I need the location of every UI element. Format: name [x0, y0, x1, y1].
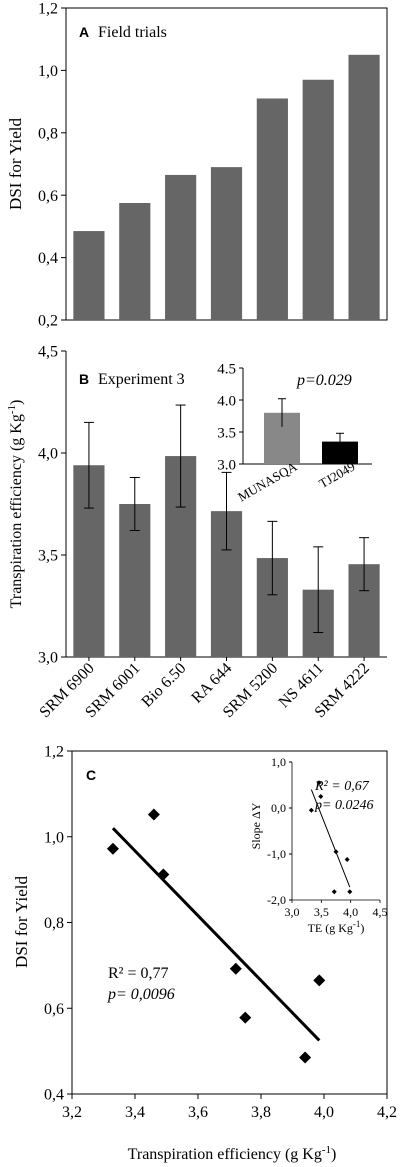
panel-c-x-tick-label: 3,8 [251, 1104, 271, 1121]
panel-c-point [299, 1051, 312, 1064]
panel-c-x-label: Transpiration efficiency (g Kg-1) [128, 1144, 337, 1163]
panel-c-inset-point [331, 889, 337, 895]
panel-c-letter: C [86, 767, 96, 783]
panel-a-title: Field trials [98, 24, 167, 41]
panel-c-point [239, 1011, 252, 1024]
panel-c-inset-y-axis: -2,0 -1,0 0,0 1,0 [267, 755, 292, 907]
panel-a-y-tick-label: 0,8 [38, 125, 58, 142]
panel-c-x-tick-label: 4,0 [314, 1104, 334, 1121]
panel-c-point [229, 962, 242, 975]
panel-a-bar [210, 167, 243, 320]
panel-c: 0,4 0,6 0,8 1,0 1,2 3,2 3,4 3,6 3,8 4,0 4,2 C R² … [12, 744, 397, 1163]
panel-c-p-value: p= 0,0096 [107, 986, 175, 1003]
panel-b-y-tick-label: 4,5 [38, 344, 58, 361]
panel-c-inset-trendline-group [310, 789, 351, 888]
panel-c-inset-y-tick-label: 1,0 [271, 755, 286, 769]
panel-c-inset-point [333, 849, 339, 855]
panel-c-inset-x-tick-label: 3,5 [314, 905, 329, 919]
panel-c-inset-point [308, 807, 314, 813]
panel-a-bars [73, 54, 380, 321]
panel-c-inset-y-tick-label: -1,0 [267, 847, 286, 861]
panel-a-y-tick-label: 1,0 [38, 63, 58, 80]
panel-c-inset-x-tick-label: 3,0 [285, 905, 300, 919]
panel-c-x-axis: 3,2 3,4 3,6 3,8 4,0 4,2 [62, 1094, 397, 1121]
panel-c-trendline-group [111, 827, 321, 1042]
panel-c-trendline [111, 827, 321, 1042]
panel-c-point [157, 868, 170, 881]
panel-c-inset-p-value: p= 0.0246 [314, 798, 373, 813]
panel-c-y-tick-label: 0,6 [44, 1001, 64, 1018]
panel-a-y-axis: 0,2 0,4 0,6 0,8 1,0 1,2 [38, 1, 66, 330]
panel-b-inset-y-tick-label: 3.0 [217, 457, 236, 473]
panel-a-letter: A [79, 24, 89, 40]
panel-c-inset-x-label: TE (g Kg-1) [308, 919, 365, 935]
panel-c-inset-x-tick-label: 4,5 [373, 905, 388, 919]
panel-c-inset-x-axis: 3,0 3,5 4,0 4,5 [285, 900, 388, 919]
panel-b-bars [73, 404, 380, 657]
panel-c-y-tick-label: 1,2 [44, 744, 64, 761]
panel-a-bar [302, 79, 334, 320]
panel-c-inset-y-tick-label: 0,0 [271, 801, 286, 815]
panel-c-point [106, 842, 119, 855]
panel-a-y-tick-label: 0,2 [38, 313, 58, 330]
panel-c-x-tick-label: 3,6 [188, 1104, 208, 1121]
panel-b-y-tick-label: 4,0 [38, 446, 58, 463]
panel-b-x-tick-label: Bio 6.50 [138, 660, 189, 711]
panel-a-y-tick-label: 0,4 [38, 250, 58, 267]
panel-c-inset-point [344, 857, 350, 863]
panel-c-y-tick-label: 0,8 [44, 915, 64, 932]
panel-b-title: Experiment 3 [98, 371, 185, 388]
panel-c-inset-r2: R² = 0,67 [314, 779, 370, 794]
panel-a-y-label: DSI for Yield [6, 118, 25, 210]
panel-c-inset-y-label: Slope ΔY [249, 802, 263, 849]
panel-b-inset-x-labels: MUNASQA TJ2049 [235, 458, 357, 504]
panel-c-point [147, 808, 160, 821]
panel-c-x-tick-label: 4,2 [377, 1104, 397, 1121]
panel-a-bar [348, 54, 380, 321]
panel-c-inset-point [316, 780, 322, 786]
panel-a-bar [73, 231, 105, 320]
panel-c-inset-points [308, 780, 353, 895]
panel-b-inset-y-tick-label: 3.5 [217, 425, 236, 441]
panel-b-inset-x-label: MUNASQA [235, 458, 300, 504]
panel-c-inset-x-tick-label: 4,0 [343, 905, 358, 919]
panel-a-bar [256, 98, 288, 320]
panel-c-x-tick-label: 3,2 [62, 1104, 82, 1121]
panel-b-y-label: Transpiration efficiency (g Kg-1) [6, 400, 25, 609]
panel-c-y-axis: 0,4 0,6 0,8 1,0 1,2 [44, 744, 72, 1104]
panel-c-points [106, 808, 326, 1064]
panel-c-inset: -2,0 -1,0 0,0 1,0 3,0 3,5 4,0 4,5 R² = 0,67 p=… [249, 755, 388, 935]
panel-c-x-tick-label: 3,4 [125, 1104, 145, 1121]
panel-b-inset-y-tick-label: 4.0 [217, 393, 236, 409]
panel-b-letter: B [79, 371, 89, 387]
panel-a-y-tick-label: 0,6 [38, 188, 58, 205]
panel-c-y-tick-label: 0,4 [44, 1087, 64, 1104]
panel-b-y-tick-label: 3,0 [38, 650, 58, 667]
panel-a-y-tick-label: 1,2 [38, 1, 58, 18]
panel-b-inset-p-value: p=0.029 [296, 372, 352, 389]
panel-b-inset-y-axis: 3.0 3.5 4.0 4.5 [217, 361, 243, 473]
panel-b-y-axis: 3,0 3,5 4,0 4,5 [38, 344, 66, 667]
panel-b-inset-bars [264, 398, 358, 464]
panel-c-inset-point [318, 794, 324, 799]
panel-c-y-label: DSI for Yield [12, 876, 31, 968]
panel-c-inset-point [347, 889, 353, 895]
panel-c-inset-y-tick-label: -2,0 [267, 893, 286, 907]
panel-b-inset-bar [322, 441, 358, 464]
panel-c-r2: R² = 0,77 [108, 965, 169, 982]
panel-b-inset: 3.0 3.5 4.0 4.5 MUNASQA TJ2049 p=0.029 [217, 361, 372, 504]
panel-c-point [313, 974, 326, 987]
panel-b-inset-y-tick-label: 4.5 [217, 361, 236, 377]
panel-a: 0,2 0,4 0,6 0,8 1,0 1,2 A Field trials DSI fo… [6, 1, 388, 330]
panel-c-inset-trendline [310, 789, 351, 888]
panel-a-bar [165, 174, 197, 320]
panel-b-y-tick-label: 3,5 [38, 548, 58, 565]
panel-c-y-tick-label: 1,0 [44, 829, 64, 846]
panel-a-bar [119, 203, 151, 320]
